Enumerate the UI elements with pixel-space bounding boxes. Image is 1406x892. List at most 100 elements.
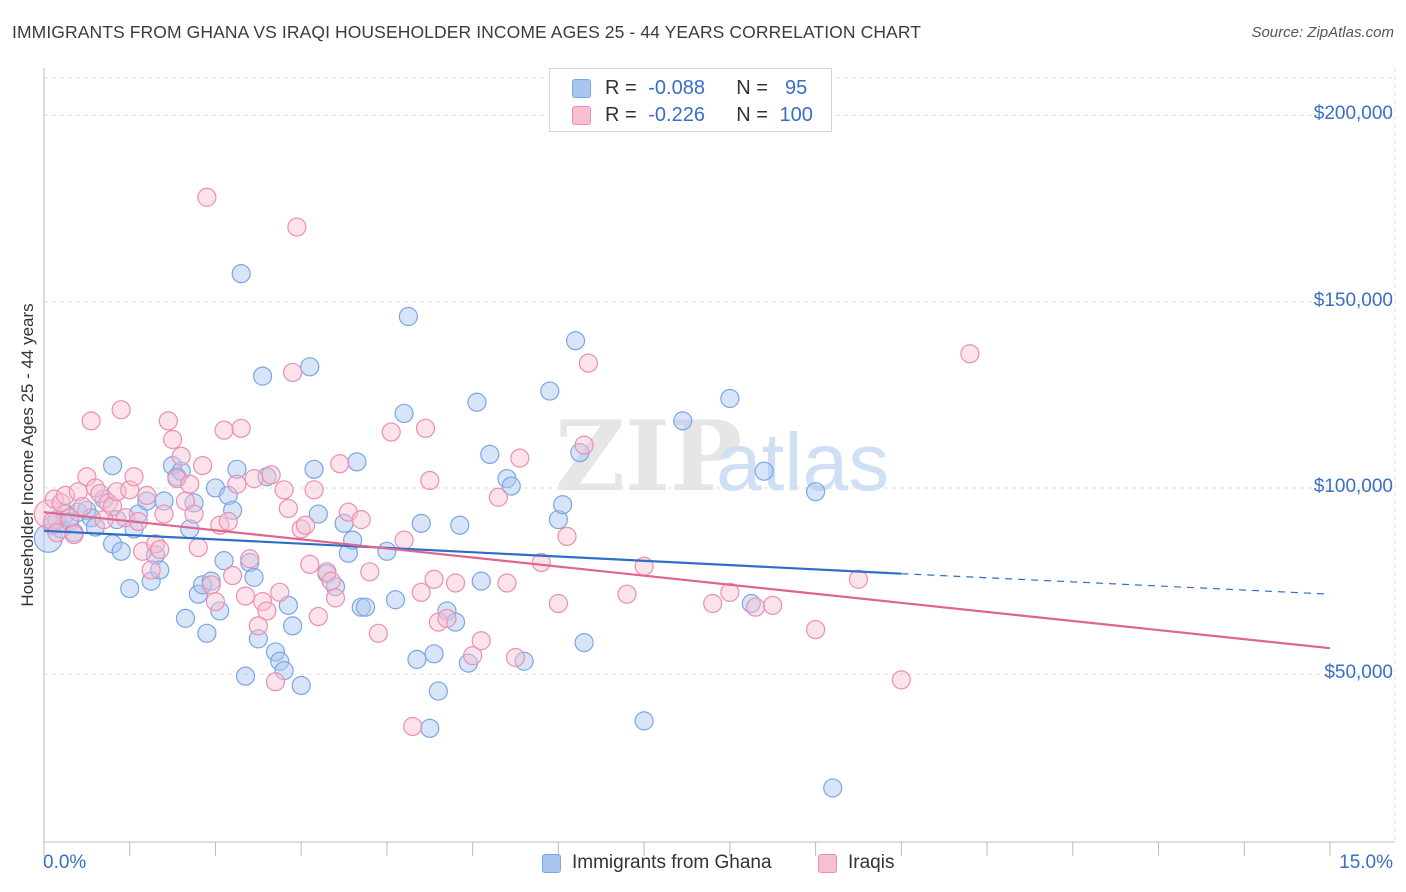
axes bbox=[43, 68, 1395, 856]
point-ghana bbox=[471, 571, 491, 591]
point-iraqis bbox=[510, 448, 530, 468]
point-ghana bbox=[450, 515, 470, 535]
point-ghana bbox=[304, 459, 324, 479]
point-iraqis bbox=[261, 465, 281, 485]
legend-r-value: -0.226 bbox=[648, 103, 705, 126]
chart-title: IMMIGRANTS FROM GHANA VS IRAQI HOUSEHOLD… bbox=[12, 22, 922, 42]
trend-line-ghana-extrapolated bbox=[901, 573, 1331, 595]
point-ghana bbox=[673, 411, 693, 431]
point-ghana bbox=[420, 718, 440, 738]
point-iraqis bbox=[227, 474, 247, 494]
point-iraqis bbox=[197, 187, 217, 207]
legend-swatch-blue bbox=[542, 853, 561, 873]
point-iraqis bbox=[150, 539, 170, 560]
point-iraqis bbox=[278, 498, 298, 519]
legend-r-label: R = bbox=[605, 76, 643, 99]
point-ghana bbox=[480, 444, 500, 465]
point-iraqis bbox=[321, 571, 341, 591]
point-iraqis bbox=[505, 647, 526, 668]
point-iraqis bbox=[557, 526, 577, 547]
point-iraqis bbox=[193, 455, 213, 476]
point-iraqis bbox=[360, 562, 380, 582]
point-iraqis bbox=[295, 515, 316, 535]
point-iraqis bbox=[960, 344, 980, 364]
point-ghana bbox=[754, 461, 774, 481]
point-iraqis bbox=[617, 584, 637, 604]
point-ghana bbox=[231, 264, 251, 284]
point-ghana bbox=[244, 567, 264, 587]
point-iraqis bbox=[231, 418, 251, 438]
legend-label-iraqis: Iraqis bbox=[848, 852, 895, 873]
point-iraqis bbox=[274, 480, 294, 500]
point-ghana bbox=[351, 597, 371, 617]
point-iraqis bbox=[394, 530, 414, 550]
point-iraqis bbox=[184, 504, 204, 524]
point-iraqis bbox=[124, 467, 144, 487]
point-ghana bbox=[137, 491, 157, 511]
point-ghana bbox=[823, 778, 843, 798]
point-ghana bbox=[102, 455, 123, 476]
point-ghana bbox=[235, 666, 256, 686]
point-iraqis bbox=[325, 588, 346, 608]
point-ghana bbox=[574, 633, 594, 653]
legend-label-ghana: Immigrants from Ghana bbox=[572, 852, 772, 873]
point-ghana bbox=[253, 366, 273, 386]
point-iraqis bbox=[720, 582, 740, 602]
legend-n-label: N = bbox=[736, 76, 774, 99]
point-iraqis bbox=[351, 510, 371, 530]
point-ghana bbox=[385, 590, 406, 610]
point-iraqis bbox=[445, 573, 466, 593]
point-ghana bbox=[548, 510, 569, 530]
point-iraqis bbox=[64, 524, 84, 545]
trend-line-iraqis bbox=[43, 511, 1331, 650]
point-iraqis bbox=[257, 601, 277, 621]
point-iraqis bbox=[72, 496, 93, 517]
x-tick-label-max: 15.0% bbox=[1339, 852, 1393, 873]
point-iraqis bbox=[180, 474, 200, 494]
point-iraqis bbox=[848, 569, 869, 589]
x-tick-label-min: 0.0% bbox=[43, 852, 87, 873]
point-ghana bbox=[394, 403, 414, 424]
point-ghana bbox=[265, 642, 286, 662]
point-ghana bbox=[407, 649, 427, 669]
point-iraqis bbox=[55, 485, 76, 506]
correlation-legend: R = -0.088 N = 95 R = -0.226 N = 100 bbox=[549, 68, 832, 132]
bottom-legend-iraqis: Iraqis bbox=[818, 852, 894, 874]
point-iraqis bbox=[270, 582, 290, 602]
y-axis-label: Householder Income Ages 25 - 44 years bbox=[18, 303, 37, 607]
point-ghana bbox=[227, 459, 247, 479]
point-iraqis bbox=[171, 446, 191, 466]
point-ghana bbox=[308, 504, 328, 524]
data-points bbox=[33, 187, 980, 798]
legend-n-label: N = bbox=[736, 103, 774, 126]
point-iraqis bbox=[141, 560, 161, 580]
legend-swatch-blue bbox=[572, 78, 591, 98]
point-iraqis bbox=[308, 606, 328, 627]
point-iraqis bbox=[111, 400, 131, 420]
point-iraqis bbox=[424, 569, 444, 589]
point-iraqis bbox=[578, 353, 599, 373]
point-iraqis bbox=[330, 454, 350, 474]
point-ghana bbox=[188, 584, 208, 604]
point-ghana bbox=[565, 331, 586, 351]
point-iraqis bbox=[891, 670, 911, 690]
point-ghana bbox=[214, 551, 234, 571]
point-iraqis bbox=[548, 593, 569, 614]
point-iraqis bbox=[381, 422, 401, 442]
point-ghana bbox=[248, 629, 268, 649]
legend-r-label: R = bbox=[605, 103, 643, 126]
point-iraqis bbox=[300, 554, 320, 574]
point-ghana bbox=[377, 541, 397, 561]
point-iraqis bbox=[253, 592, 273, 612]
point-iraqis bbox=[223, 565, 243, 586]
point-iraqis bbox=[703, 593, 723, 614]
point-iraqis bbox=[163, 429, 183, 450]
point-iraqis bbox=[265, 672, 286, 692]
watermark-atlas: atlas bbox=[716, 417, 889, 508]
y-tick-label: $50,000 bbox=[1324, 662, 1393, 684]
point-ghana bbox=[424, 644, 444, 664]
point-iraqis bbox=[154, 504, 174, 524]
legend-swatch-pink bbox=[818, 853, 837, 873]
